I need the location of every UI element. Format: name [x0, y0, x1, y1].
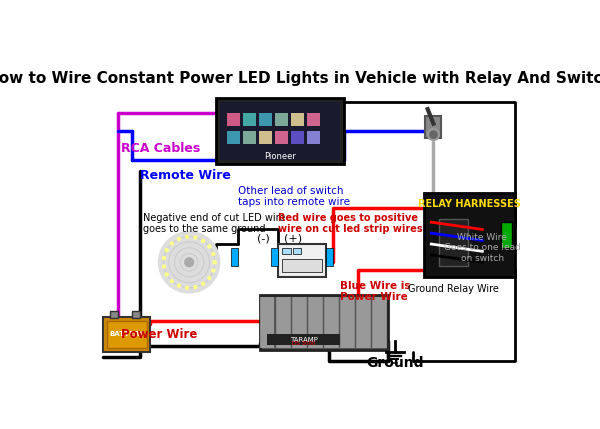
Bar: [325, 296, 338, 348]
Bar: [216, 98, 344, 164]
Bar: [500, 222, 512, 248]
Bar: [291, 113, 304, 126]
Circle shape: [158, 232, 220, 293]
Bar: [293, 296, 306, 348]
Circle shape: [178, 284, 181, 287]
Bar: [324, 296, 338, 348]
Circle shape: [208, 245, 211, 248]
Bar: [356, 296, 371, 348]
Circle shape: [212, 269, 215, 272]
Bar: [243, 113, 256, 126]
Circle shape: [170, 242, 173, 245]
Text: How to Wire Constant Power LED Lights in Vehicle with Relay And Switch: How to Wire Constant Power LED Lights in…: [0, 71, 600, 86]
Bar: [107, 320, 147, 348]
Text: Remote Wire: Remote Wire: [140, 169, 230, 182]
Bar: [425, 116, 442, 138]
Bar: [341, 296, 354, 348]
Bar: [132, 311, 140, 318]
Circle shape: [213, 261, 216, 264]
Text: Other lead of switch
taps into remote wire: Other lead of switch taps into remote wi…: [238, 186, 350, 207]
Bar: [243, 131, 256, 144]
Bar: [309, 296, 322, 348]
Bar: [227, 113, 240, 126]
Circle shape: [165, 273, 168, 276]
Text: Red wire goes to positive
wire on cut led strip wires: Red wire goes to positive wire on cut le…: [278, 213, 423, 234]
Text: Ground: Ground: [366, 356, 424, 370]
Circle shape: [185, 286, 188, 289]
Bar: [439, 218, 468, 266]
Circle shape: [208, 277, 211, 279]
Text: TARAMP: TARAMP: [290, 337, 317, 343]
Bar: [260, 296, 274, 348]
Bar: [275, 131, 289, 144]
Circle shape: [163, 265, 166, 268]
Bar: [282, 248, 290, 254]
Bar: [340, 296, 355, 348]
Bar: [307, 113, 320, 126]
Circle shape: [165, 249, 168, 251]
Circle shape: [212, 253, 215, 255]
Circle shape: [213, 261, 216, 264]
Text: RELAY HARNESSES: RELAY HARNESSES: [418, 199, 521, 209]
Text: DS 3000: DS 3000: [292, 341, 316, 347]
Circle shape: [178, 237, 181, 240]
Bar: [357, 296, 370, 348]
Bar: [282, 259, 322, 272]
Circle shape: [185, 236, 188, 238]
Text: Negative end of cut LED wire
goes to the same ground: Negative end of cut LED wire goes to the…: [143, 213, 286, 234]
Bar: [307, 131, 320, 144]
Circle shape: [163, 257, 166, 260]
Bar: [292, 296, 307, 348]
Bar: [227, 131, 240, 144]
Bar: [110, 311, 118, 318]
Bar: [220, 102, 340, 160]
Circle shape: [202, 239, 205, 242]
Text: Pioneer: Pioneer: [263, 152, 296, 161]
Bar: [277, 296, 290, 348]
Circle shape: [202, 282, 205, 285]
Bar: [267, 334, 340, 345]
Text: White Wire
Goes to one lead
on switch: White Wire Goes to one lead on switch: [444, 233, 521, 263]
Bar: [326, 248, 333, 266]
Text: RCA Cables: RCA Cables: [121, 142, 200, 155]
Bar: [278, 244, 326, 277]
Bar: [276, 296, 290, 348]
Bar: [291, 131, 304, 144]
Text: Power Wire: Power Wire: [121, 328, 197, 341]
Bar: [103, 317, 151, 352]
Bar: [275, 113, 289, 126]
Circle shape: [194, 236, 197, 239]
Bar: [373, 296, 386, 348]
Circle shape: [194, 286, 197, 288]
Bar: [293, 248, 301, 254]
Circle shape: [170, 280, 173, 283]
Circle shape: [430, 131, 437, 138]
Bar: [271, 248, 278, 266]
Bar: [231, 248, 238, 266]
Text: (-): (-): [257, 234, 270, 244]
Text: BATTERY: BATTERY: [109, 332, 144, 338]
Text: Ground Relay Wire: Ground Relay Wire: [408, 284, 499, 294]
Circle shape: [185, 258, 194, 267]
Circle shape: [428, 129, 439, 140]
Bar: [372, 296, 387, 348]
Bar: [260, 295, 388, 350]
Text: (+): (+): [284, 234, 302, 244]
Text: Blue Wire is
Power Wire: Blue Wire is Power Wire: [340, 281, 410, 302]
Bar: [260, 296, 274, 348]
Bar: [259, 131, 272, 144]
Bar: [424, 193, 515, 277]
Bar: [259, 113, 272, 126]
Bar: [308, 296, 323, 348]
